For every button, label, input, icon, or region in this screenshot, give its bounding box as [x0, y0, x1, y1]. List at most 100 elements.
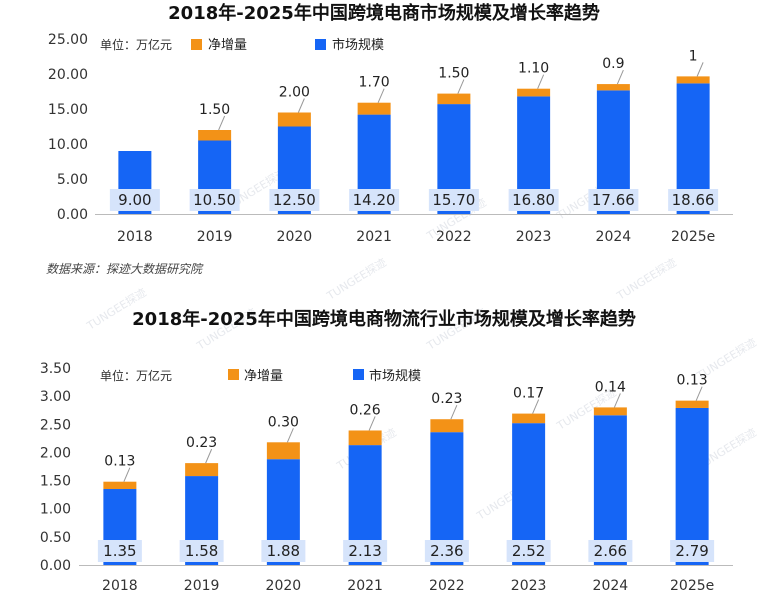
market-value-label: 2.79 [675, 542, 708, 560]
increment-value-label: 0.23 [431, 391, 462, 407]
market-value-label: 2.66 [594, 542, 627, 560]
market-value-label: 1.58 [185, 542, 218, 560]
increment-value-label: 1.50 [438, 66, 469, 82]
market-value-label: 2.13 [348, 542, 381, 560]
value-label-box [506, 540, 551, 562]
market-value-label: 2.36 [430, 542, 463, 560]
increment-leader-line [532, 399, 540, 414]
bar-increment [675, 400, 709, 408]
bar-market [675, 407, 709, 565]
chart-1-axes: 0.00 5.00 10.00 15.00 20.00 25.00 2018 2019 2020… [48, 32, 733, 245]
x-tick-label: 2024 [593, 578, 629, 594]
chart-2-axes: 0.00 0.50 1.00 1.50 2.00 2.50 3.00 3.50 2018 2019… [40, 361, 733, 594]
y-tick-label: 2.00 [40, 445, 71, 461]
increment-leader-line [368, 416, 376, 431]
y-tick-label: 20.00 [48, 67, 88, 83]
x-tick-label: 2021 [347, 578, 383, 594]
value-label-box [428, 189, 479, 211]
x-tick-label: 2019 [184, 578, 220, 594]
bar-increment [512, 413, 546, 424]
chart-1-unit-label: 单位：万亿元 [100, 37, 172, 52]
increment-value-label: 0.17 [513, 386, 544, 402]
market-value-label: 12.50 [273, 191, 316, 209]
y-tick-label: 0.00 [40, 558, 71, 574]
bar-increment [266, 442, 300, 460]
chart-1-legend: 净增量 市场规模 [191, 37, 384, 53]
value-label-box [588, 189, 639, 211]
value-label-box [668, 189, 719, 211]
increment-leader-line [616, 69, 624, 85]
bar-increment [430, 419, 464, 433]
x-tick-label: 2025e [670, 578, 714, 594]
increment-value-label: 2.00 [279, 85, 310, 101]
increment-value-label: 0.26 [350, 402, 381, 418]
y-tick-label: 10.00 [48, 137, 88, 153]
x-tick-label: 2020 [277, 229, 313, 245]
bar-increment [676, 76, 710, 84]
market-value-label: 16.80 [512, 191, 555, 209]
watermark-text: TUNGEE探迹 [324, 256, 389, 303]
y-tick-label: 1.00 [40, 502, 71, 518]
watermark-text: TUNGEE探迹 [614, 256, 679, 303]
market-value-label: 17.66 [592, 191, 635, 209]
value-label-box [269, 189, 320, 211]
value-label-box [189, 189, 240, 211]
chart-2-title: 2018年-2025年中国跨境电商物流行业市场规模及增长率趋势 [132, 308, 636, 330]
bar-increment [517, 88, 551, 97]
bar-increment [103, 481, 137, 490]
x-tick-label: 2018 [117, 229, 153, 245]
x-tick-label: 2023 [511, 578, 547, 594]
legend-swatch-increment [191, 39, 202, 50]
bar-increment [357, 102, 391, 115]
y-tick-label: 15.00 [48, 102, 88, 118]
value-label-box [109, 189, 160, 211]
market-value-label: 2.52 [512, 542, 545, 560]
x-tick-label: 2020 [266, 578, 302, 594]
increment-leader-line [377, 88, 385, 103]
increment-leader-line [537, 74, 545, 89]
value-label-box [97, 540, 142, 562]
increment-value-label: 0.23 [186, 435, 217, 451]
y-tick-label: 2.50 [40, 417, 71, 433]
y-tick-label: 0.00 [57, 207, 88, 223]
chart-2-unit-label: 单位：万亿元 [100, 368, 172, 383]
bar-increment [593, 407, 627, 416]
market-value-label: 15.70 [432, 191, 475, 209]
value-label-box [508, 189, 559, 211]
increment-leader-line [286, 428, 294, 443]
x-tick-label: 2021 [356, 229, 392, 245]
value-label-box [424, 540, 469, 562]
bar-increment [277, 112, 311, 127]
bar-increment [596, 84, 630, 91]
chart-2-legend: 净增量 市场规模 [228, 368, 421, 384]
y-tick-label: 25.00 [48, 32, 88, 48]
x-tick-label: 2025e [671, 229, 715, 245]
x-tick-label: 2024 [596, 229, 632, 245]
market-value-label: 9.00 [118, 191, 151, 209]
legend-label-market: 市场规模 [332, 37, 384, 53]
increment-leader-line [218, 115, 226, 131]
chart-1: 2018年-2025年中国跨境电商市场规模及增长率趋势 单位：万亿元 净增量 市… [46, 2, 733, 276]
legend-swatch-increment [228, 369, 239, 380]
x-tick-label: 2022 [429, 578, 465, 594]
value-label-box [349, 189, 400, 211]
increment-leader-line [450, 405, 458, 420]
value-label-box [343, 540, 388, 562]
increment-value-label: 0.14 [595, 379, 626, 395]
increment-leader-line [297, 98, 305, 113]
y-tick-label: 1.50 [40, 474, 71, 490]
increment-value-label: 0.30 [268, 414, 299, 430]
legend-swatch-market [353, 369, 364, 380]
market-value-label: 10.50 [193, 191, 236, 209]
x-tick-label: 2018 [102, 578, 138, 594]
increment-value-label: 0.13 [104, 454, 135, 470]
increment-value-label: 0.9 [602, 56, 624, 72]
bar-increment [348, 430, 382, 446]
increment-leader-line [613, 393, 621, 408]
market-value-label: 14.20 [353, 191, 396, 209]
chart-2-bars: 0.13 1.35 0.23 1.58 0.30 1.88 0.26 2.13 0.23 2.36… [97, 373, 715, 565]
chart-1-title: 2018年-2025年中国跨境电商市场规模及增长率趋势 [168, 2, 600, 24]
y-tick-label: 0.50 [40, 530, 71, 546]
